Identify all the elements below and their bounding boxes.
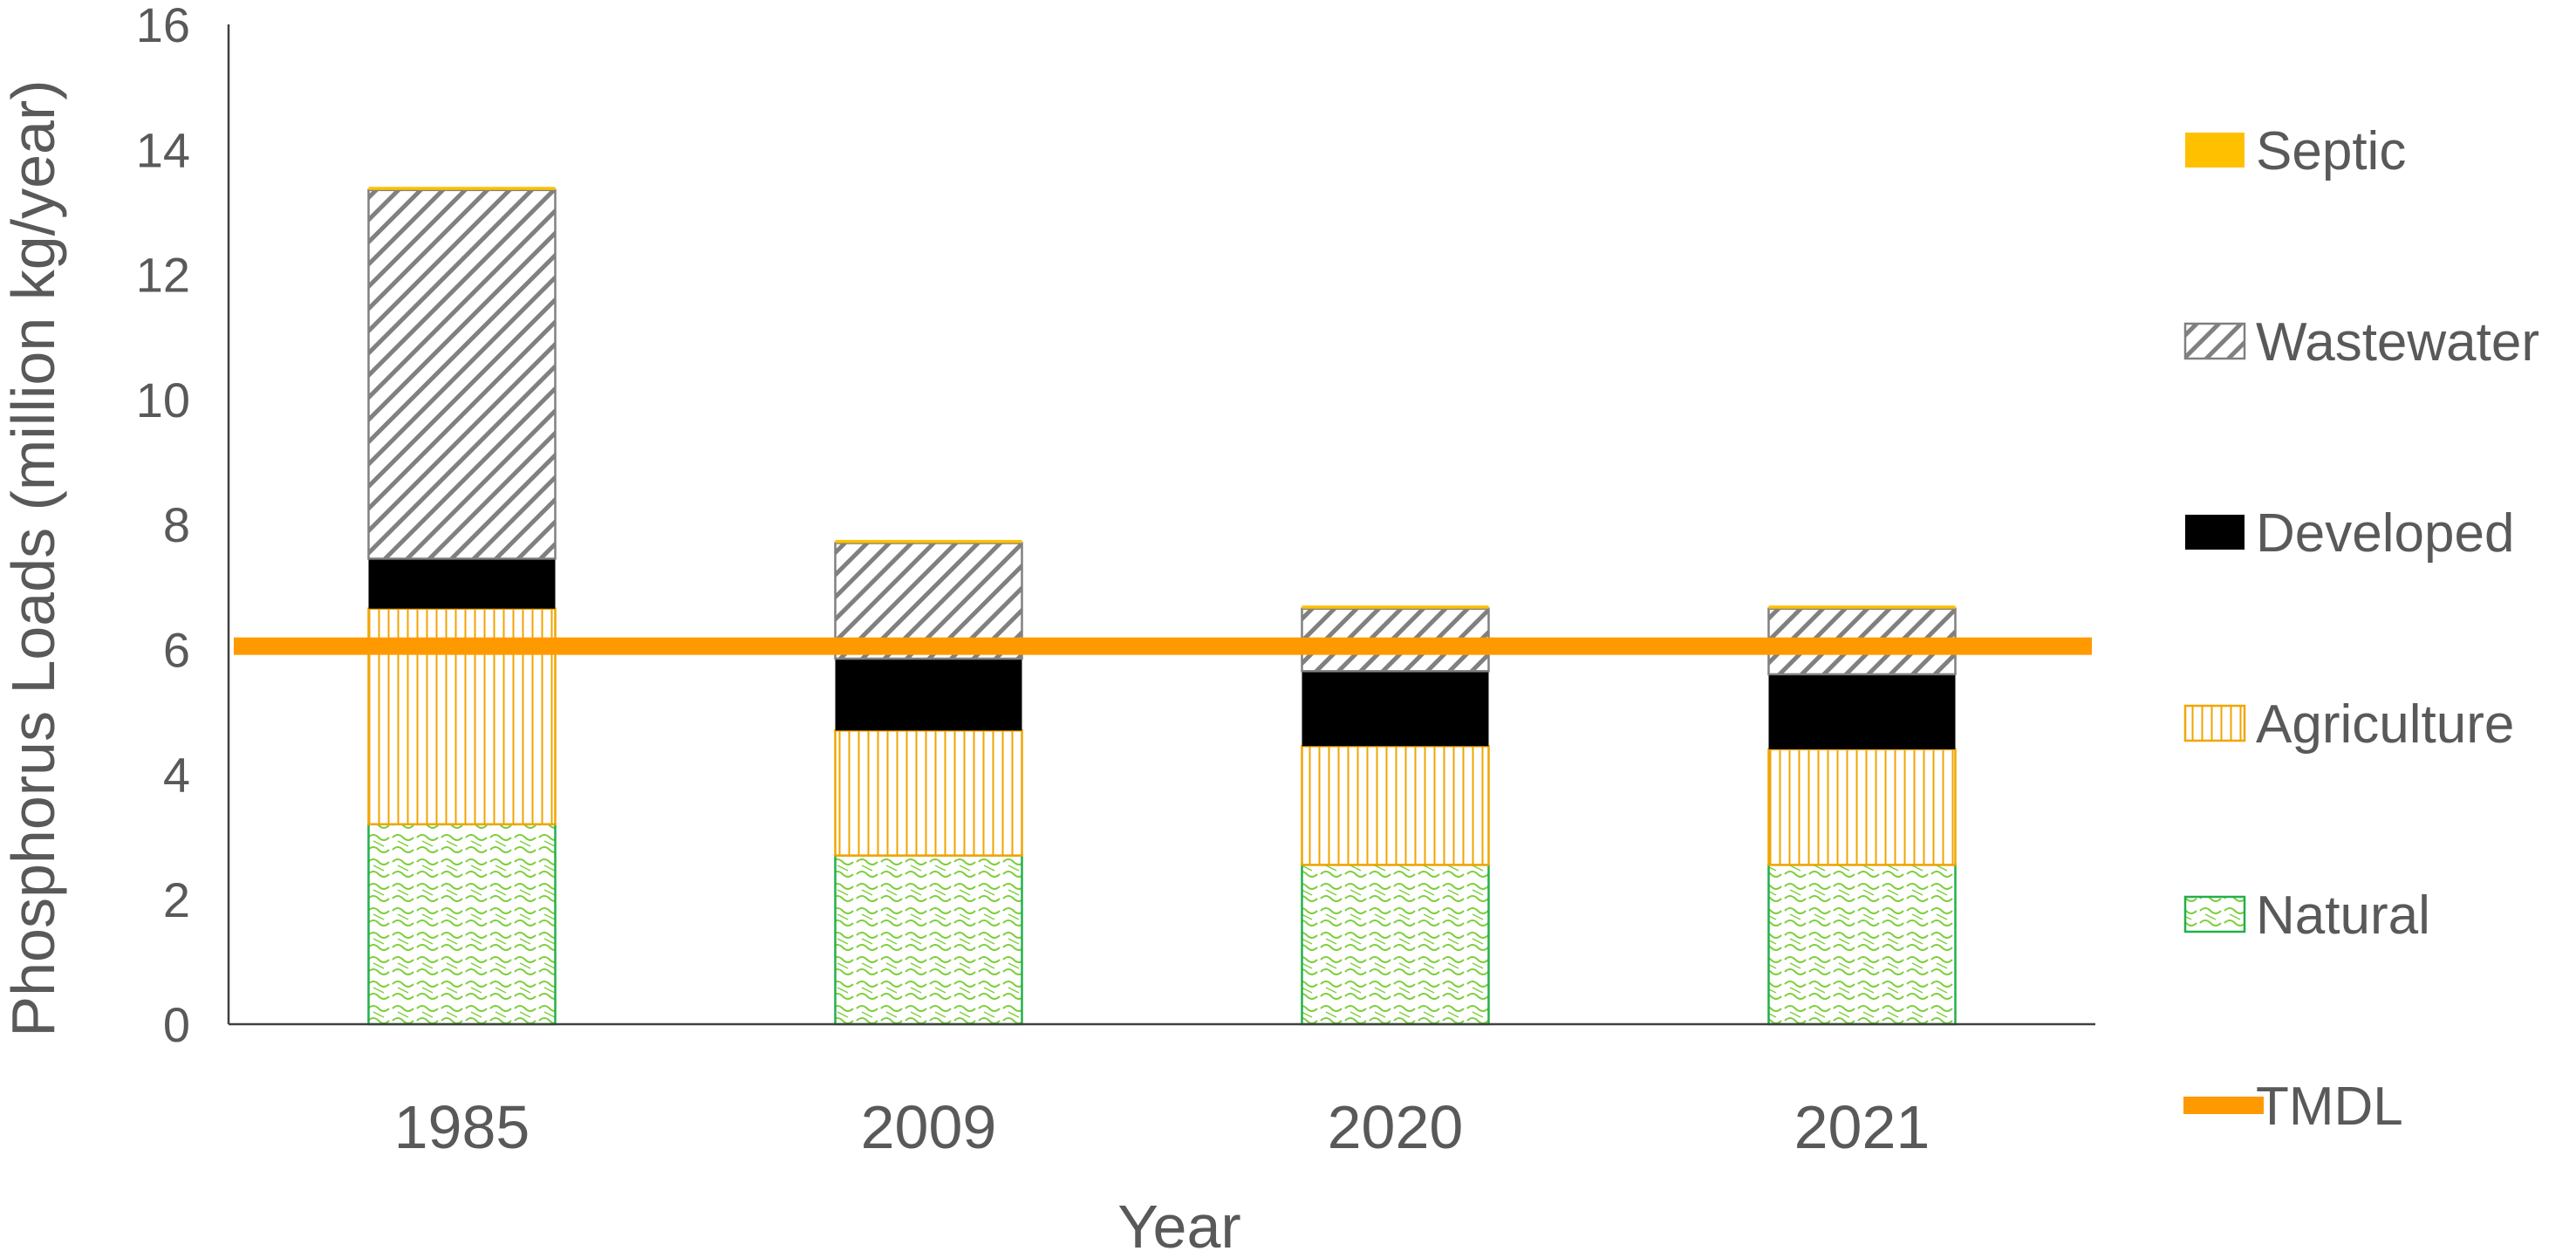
bar-2009-developed <box>835 658 1022 731</box>
legend: Septic Wastewater Developed Agriculture Natu… <box>2183 121 2539 1137</box>
x-tick-label-2021: 2021 <box>1794 1093 1930 1161</box>
tmdl-line <box>234 637 2092 655</box>
bar-2020-natural <box>1301 864 1490 1026</box>
bar-1985-wastewater <box>367 188 557 560</box>
y-tick-label: 16 <box>136 0 190 52</box>
bar-2021-developed <box>1768 673 1956 749</box>
bar-1985-natural <box>367 823 557 1026</box>
bar-2021-agriculture <box>1767 748 1957 866</box>
y-tick-label: 10 <box>136 373 190 427</box>
bar-2020-developed <box>1302 671 1489 747</box>
x-tick-label-2009: 2009 <box>861 1093 997 1161</box>
bar-2009-agriculture <box>834 729 1023 857</box>
legend-swatch-septic <box>2185 133 2245 168</box>
bar-1985-septic <box>368 187 556 190</box>
bar-1985-developed <box>368 558 556 609</box>
bar-2021-septic <box>1768 605 1956 609</box>
bar-2009-natural <box>834 854 1023 1026</box>
bar-2009-septic <box>835 539 1022 544</box>
x-axis-title: Year <box>1117 1193 1240 1258</box>
legend-label-agriculture: Agriculture <box>2256 694 2514 755</box>
x-axis-ticks: 1985 2009 2020 2021 <box>394 1093 1930 1161</box>
legend-swatch-agriculture <box>2183 704 2246 742</box>
bar-2020-agriculture <box>1301 745 1490 866</box>
legend-label-wastewater: Wastewater <box>2256 312 2539 373</box>
legend-label-septic: Septic <box>2256 121 2406 181</box>
y-tick-label: 12 <box>136 248 190 303</box>
legend-label-developed: Developed <box>2256 503 2514 564</box>
legend-label-tmdl: TMDL <box>2256 1077 2403 1137</box>
y-tick-label: 2 <box>163 872 190 927</box>
bar-2020-septic <box>1302 605 1489 609</box>
y-tick-label: 4 <box>163 748 190 803</box>
legend-swatch-natural <box>2183 895 2246 933</box>
y-tick-label: 8 <box>163 497 190 552</box>
legend-label-natural: Natural <box>2256 885 2430 946</box>
bar-2021-natural <box>1767 864 1957 1026</box>
legend-swatch-wastewater <box>2183 322 2246 360</box>
legend-swatch-developed <box>2185 515 2245 550</box>
y-tick-label: 14 <box>136 122 190 177</box>
bars <box>367 187 1957 1026</box>
y-tick-label: 0 <box>163 997 190 1052</box>
legend-swatch-tmdl <box>2183 1097 2264 1114</box>
y-axis-title: Phosphorus Loads (million kg/year) <box>0 79 67 1036</box>
x-tick-label-2020: 2020 <box>1328 1093 1464 1161</box>
y-axis-ticks: 0 2 4 6 8 10 12 14 16 <box>136 0 190 1052</box>
x-tick-label-1985: 1985 <box>394 1093 530 1161</box>
y-tick-label: 6 <box>163 622 190 677</box>
